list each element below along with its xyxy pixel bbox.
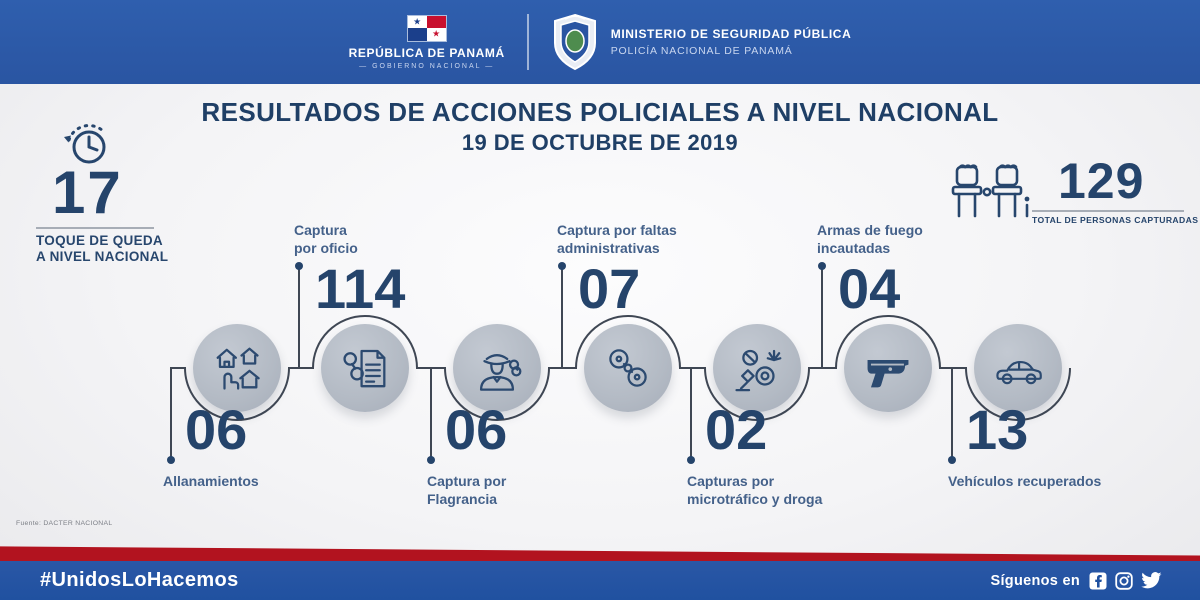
curfew-label-line1: TOQUE DE QUEDA — [36, 233, 163, 248]
republic-logo: ★ ★ REPÚBLICA DE PANAMÁ — GOBIERNO NACIO… — [348, 14, 505, 70]
police-officer-icon — [479, 354, 522, 391]
timeline-label: Armas de fuego incautadas — [817, 222, 923, 256]
instagram-icon[interactable] — [1115, 571, 1133, 590]
timeline-value: 02 — [705, 398, 768, 461]
footer-bar: #UnidosLoHacemos Síguenos en — [0, 561, 1200, 600]
timeline-value: 04 — [838, 257, 901, 320]
car-icon — [996, 360, 1042, 385]
facebook-icon[interactable] — [1089, 572, 1107, 590]
timeline-label: Captura por Flagrancia — [427, 473, 507, 507]
handcuffs-icon — [609, 349, 647, 387]
timeline-value: 07 — [578, 257, 641, 320]
timeline-node-circle — [844, 324, 932, 412]
page-title: RESULTADOS DE ACCIONES POLICIALES A NIVE… — [201, 97, 999, 127]
timeline-node-circle — [713, 324, 801, 412]
timeline-label: Vehículos recuperados — [948, 473, 1102, 489]
curfew-label-line2: A NIVEL NACIONAL — [36, 248, 169, 264]
page-date: 19 DE OCTUBRE DE 2019 — [461, 130, 739, 155]
ministry-subtitle: POLICÍA NACIONAL DE PANAMÁ — [610, 45, 793, 57]
source-note: Fuente: DACTER NACIONAL — [16, 520, 113, 527]
ministry-logo: MINISTERIO DE SEGURIDAD PÚBLICA POLICÍA … — [551, 13, 852, 71]
timeline-value: 13 — [966, 398, 1029, 461]
ministry-title: MINISTERIO DE SEGURIDAD PÚBLICA — [610, 27, 852, 41]
timeline-node-circle — [974, 324, 1062, 412]
timeline-node-circle — [193, 324, 281, 412]
warrant-document-icon — [343, 349, 386, 388]
header-bar: ★ ★ REPÚBLICA DE PANAMÁ — GOBIERNO NACIO… — [0, 0, 1200, 84]
timeline-label: Allanamientos — [163, 473, 259, 489]
follow-text: Síguenos en — [990, 572, 1080, 589]
twitter-icon[interactable] — [1141, 572, 1162, 589]
footer-hashtag: #UnidosLoHacemos — [40, 569, 239, 591]
curfew-label: TOQUE DE QUEDA A NIVEL NACIONAL — [36, 233, 168, 264]
flag-star-red: ★ — [432, 28, 441, 39]
timeline-value: 114 — [315, 257, 406, 320]
republic-title: REPÚBLICA DE PANAMÁ — [348, 45, 505, 60]
timeline-node-circle — [584, 324, 672, 412]
drugs-icon — [735, 349, 782, 392]
captured-label: TOTAL DE PERSONAS CAPTURADAS — [1032, 215, 1199, 225]
clock-icon — [64, 124, 107, 164]
timeline-label: Captura por faltas administrativas — [557, 222, 677, 256]
timeline-label: Captura por oficio — [294, 222, 358, 256]
flag-star-blue: ★ — [413, 16, 422, 27]
handcuffed-hands-icon — [951, 164, 1030, 218]
timeline-node-circle — [453, 324, 541, 412]
header-divider — [526, 14, 529, 70]
republic-subtitle: — GOBIERNO NACIONAL — — [359, 62, 495, 70]
timeline-value: 06 — [185, 398, 248, 461]
captured-value: 129 — [1058, 153, 1145, 209]
pistol-icon — [867, 360, 909, 388]
curfew-value: 17 — [52, 159, 123, 226]
timeline-value: 06 — [445, 398, 508, 461]
timeline-node-circle — [321, 324, 409, 412]
timeline-label: Capturas por microtráfico y droga — [687, 473, 823, 507]
captured-underline — [1032, 210, 1184, 212]
panama-flag-icon: ★ ★ — [406, 14, 447, 42]
curfew-underline — [36, 227, 154, 229]
houses-search-icon — [216, 347, 260, 390]
footer-red-stripe — [0, 546, 1200, 562]
coat-of-arms-icon — [553, 13, 596, 71]
